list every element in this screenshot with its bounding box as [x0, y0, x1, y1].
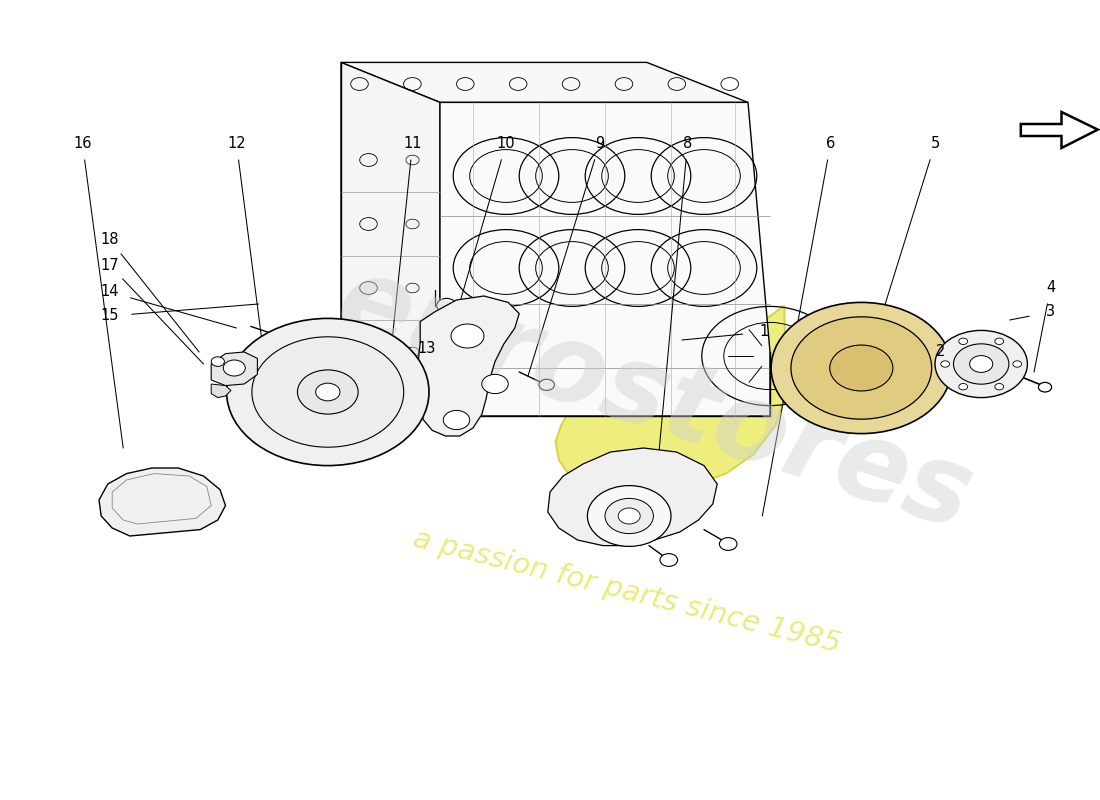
Circle shape — [252, 337, 404, 447]
Circle shape — [223, 360, 245, 376]
Circle shape — [829, 345, 893, 391]
Circle shape — [771, 302, 952, 434]
Text: 15: 15 — [101, 309, 119, 323]
Circle shape — [719, 538, 737, 550]
Circle shape — [539, 379, 554, 390]
Circle shape — [994, 338, 1003, 345]
Text: 9: 9 — [595, 137, 604, 151]
Text: 1: 1 — [760, 325, 769, 339]
Circle shape — [959, 338, 968, 345]
Text: a passion for parts since 1985: a passion for parts since 1985 — [410, 526, 844, 658]
Circle shape — [211, 357, 224, 366]
Circle shape — [935, 330, 1027, 398]
Polygon shape — [211, 384, 231, 398]
Circle shape — [994, 383, 1003, 390]
Circle shape — [297, 370, 359, 414]
Circle shape — [605, 498, 653, 534]
Polygon shape — [341, 62, 440, 416]
Text: 2: 2 — [936, 345, 945, 359]
Polygon shape — [556, 306, 786, 498]
Text: 16: 16 — [74, 137, 91, 151]
Circle shape — [587, 486, 671, 546]
Circle shape — [316, 383, 340, 401]
Polygon shape — [211, 352, 257, 386]
Text: 12: 12 — [228, 137, 245, 151]
Polygon shape — [548, 448, 717, 546]
Text: 5: 5 — [931, 137, 939, 151]
Circle shape — [791, 317, 932, 419]
Circle shape — [451, 324, 484, 348]
Text: 10: 10 — [497, 137, 515, 151]
Circle shape — [443, 410, 470, 430]
Circle shape — [276, 331, 296, 346]
Text: 18: 18 — [101, 233, 119, 247]
Circle shape — [437, 298, 456, 313]
Text: eurostores: eurostores — [323, 247, 986, 553]
Circle shape — [227, 318, 429, 466]
Text: 14: 14 — [101, 285, 119, 299]
Polygon shape — [341, 62, 748, 102]
Text: 3: 3 — [1046, 305, 1055, 319]
Circle shape — [954, 344, 1009, 384]
Polygon shape — [99, 468, 226, 536]
Text: 13: 13 — [418, 341, 436, 355]
Circle shape — [970, 355, 992, 372]
Polygon shape — [416, 296, 519, 436]
Circle shape — [940, 361, 949, 367]
Text: 8: 8 — [683, 137, 692, 151]
Text: 4: 4 — [1046, 281, 1055, 295]
Text: 6: 6 — [826, 137, 835, 151]
Circle shape — [959, 383, 968, 390]
Circle shape — [1013, 361, 1022, 367]
Text: 11: 11 — [404, 137, 421, 151]
Circle shape — [618, 508, 640, 524]
Text: 17: 17 — [101, 258, 119, 273]
Circle shape — [660, 554, 678, 566]
Polygon shape — [440, 102, 770, 416]
Circle shape — [482, 374, 508, 394]
Circle shape — [1038, 382, 1052, 392]
